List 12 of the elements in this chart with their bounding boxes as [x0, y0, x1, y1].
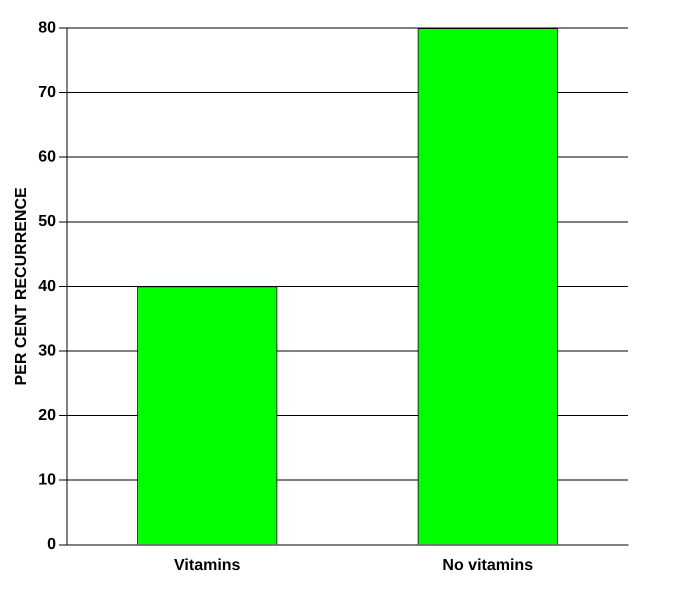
y-tick-label: 10	[38, 472, 56, 489]
y-tick-label: 0	[47, 536, 56, 554]
y-axis-title: PER CENT RECURRENCE	[13, 186, 30, 386]
y-tick-label: 60	[38, 148, 56, 166]
x-tick-label: Vitamins	[174, 556, 241, 574]
x-tick-label: No vitamins	[442, 556, 534, 574]
y-tick-label: 30	[38, 342, 56, 360]
y-tick-label: 20	[38, 407, 56, 424]
y-tick-label: 80	[38, 19, 56, 36]
y-tick-label: 40	[38, 278, 56, 295]
y-tick-label: 70	[38, 84, 56, 102]
y-tick-label: 50	[38, 213, 56, 230]
